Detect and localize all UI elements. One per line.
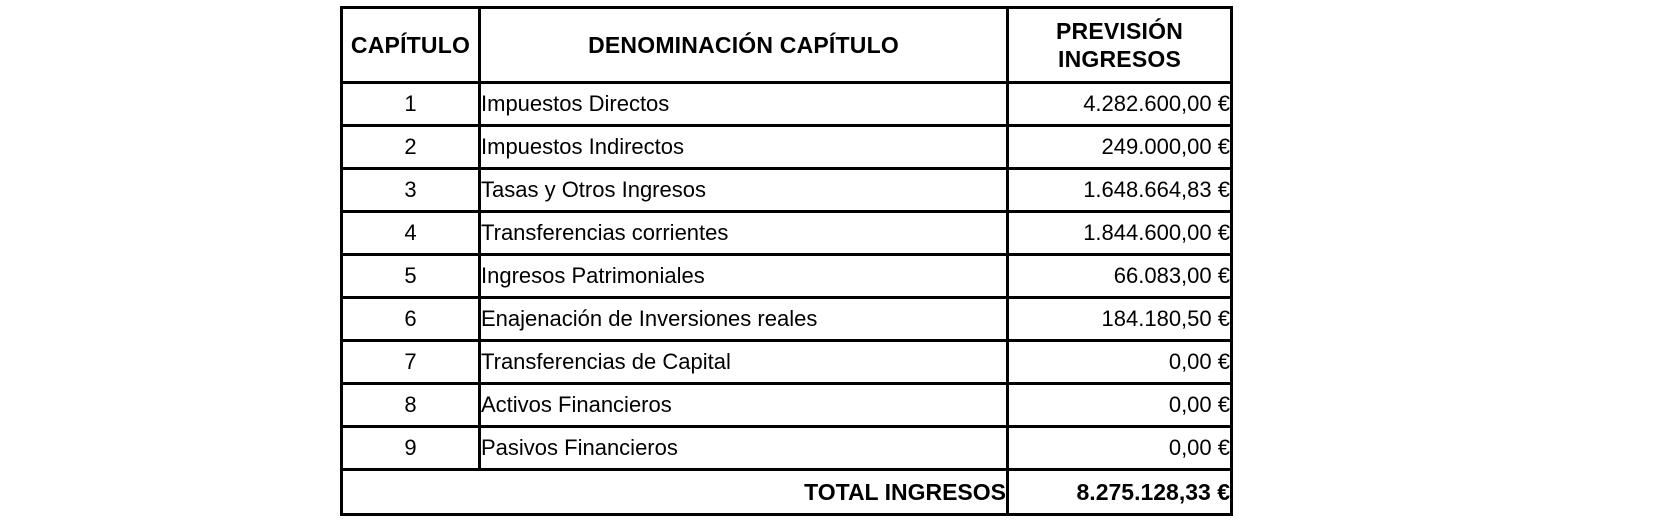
cell-denomination: Activos Financieros <box>478 382 1009 428</box>
column-header-chapter: CAPÍTULO <box>340 6 481 84</box>
cell-chapter: 5 <box>340 253 481 299</box>
cell-amount: 249.000,00 € <box>1006 124 1233 170</box>
table-row: 1 Impuestos Directos 4.282.600,00 € <box>340 81 1233 127</box>
cell-chapter: 6 <box>340 296 481 342</box>
cell-chapter: 2 <box>340 124 481 170</box>
table-row: 9 Pasivos Financieros 0,00 € <box>340 425 1233 471</box>
total-row: TOTAL INGRESOS 8.275.128,33 € <box>340 468 1233 516</box>
column-header-chapter-label: CAPÍTULO <box>350 31 471 58</box>
cell-denomination: Tasas y Otros Ingresos <box>478 167 1009 213</box>
cell-chapter: 3 <box>340 167 481 213</box>
table-row: 8 Activos Financieros 0,00 € <box>340 382 1233 428</box>
column-header-forecast-income: PREVISIÓN INGRESOS <box>1006 6 1233 84</box>
table-row: 2 Impuestos Indirectos 249.000,00 € <box>340 124 1233 170</box>
cell-denomination: Transferencias corrientes <box>478 210 1009 256</box>
cell-chapter: 9 <box>340 425 481 471</box>
cell-denomination: Impuestos Directos <box>478 81 1009 127</box>
total-label: TOTAL INGRESOS <box>340 468 1009 516</box>
cell-denomination: Impuestos Indirectos <box>478 124 1009 170</box>
cell-amount: 184.180,50 € <box>1006 296 1233 342</box>
cell-amount: 0,00 € <box>1006 382 1233 428</box>
cell-chapter: 7 <box>340 339 481 385</box>
cell-amount: 1.844.600,00 € <box>1006 210 1233 256</box>
budget-table-container: CAPÍTULO DENOMINACIÓN CAPÍTULO PREVISIÓN… <box>340 6 1233 516</box>
cell-denomination: Transferencias de Capital <box>478 339 1009 385</box>
column-header-forecast-line1: PREVISIÓN <box>1055 17 1184 44</box>
table-header-row: CAPÍTULO DENOMINACIÓN CAPÍTULO PREVISIÓN… <box>340 6 1233 84</box>
table-row: 5 Ingresos Patrimoniales 66.083,00 € <box>340 253 1233 299</box>
cell-amount: 4.282.600,00 € <box>1006 81 1233 127</box>
income-forecast-table: CAPÍTULO DENOMINACIÓN CAPÍTULO PREVISIÓN… <box>340 6 1233 516</box>
cell-chapter: 1 <box>340 81 481 127</box>
total-amount: 8.275.128,33 € <box>1006 468 1233 516</box>
cell-amount: 1.648.664,83 € <box>1006 167 1233 213</box>
cell-amount: 66.083,00 € <box>1006 253 1233 299</box>
cell-denomination: Enajenación de Inversiones reales <box>478 296 1009 342</box>
table-row: 4 Transferencias corrientes 1.844.600,00… <box>340 210 1233 256</box>
table-body: 1 Impuestos Directos 4.282.600,00 € 2 Im… <box>340 81 1233 471</box>
cell-denomination: Pasivos Financieros <box>478 425 1009 471</box>
cell-chapter: 8 <box>340 382 481 428</box>
column-header-denomination-label: DENOMINACIÓN CAPÍTULO <box>588 31 899 58</box>
table-footer: TOTAL INGRESOS 8.275.128,33 € <box>340 468 1233 516</box>
column-header-forecast-line2: INGRESOS <box>1057 46 1181 72</box>
cell-chapter: 4 <box>340 210 481 256</box>
table-row: 7 Transferencias de Capital 0,00 € <box>340 339 1233 385</box>
table-row: 3 Tasas y Otros Ingresos 1.648.664,83 € <box>340 167 1233 213</box>
cell-denomination: Ingresos Patrimoniales <box>478 253 1009 299</box>
cell-amount: 0,00 € <box>1006 339 1233 385</box>
column-header-denomination: DENOMINACIÓN CAPÍTULO <box>478 6 1009 84</box>
table-header: CAPÍTULO DENOMINACIÓN CAPÍTULO PREVISIÓN… <box>340 6 1233 84</box>
cell-amount: 0,00 € <box>1006 425 1233 471</box>
table-row: 6 Enajenación de Inversiones reales 184.… <box>340 296 1233 342</box>
